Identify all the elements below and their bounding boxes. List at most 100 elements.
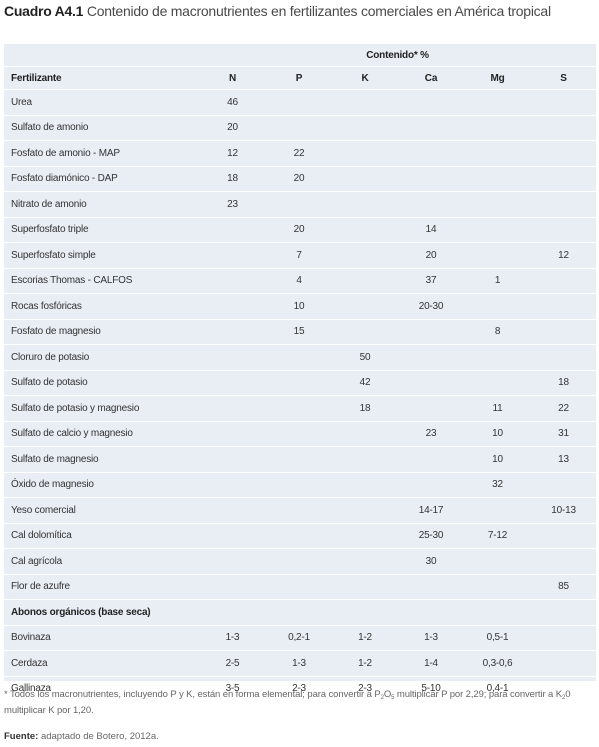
value-cell-p: 4 <box>266 268 332 294</box>
nutrient-table: Contenido* % Fertilizante N P K Ca Mg S … <box>4 44 597 702</box>
value-cell-s <box>531 115 597 141</box>
fertilizer-name-cell: Rocas fosfóricas <box>4 293 199 320</box>
value-cell-mg <box>464 166 531 192</box>
table-row: Cal dolomítica 25-30 7-12 <box>4 523 597 549</box>
value-cell-k: 1-2 <box>332 650 398 677</box>
value-cell-n: 12 <box>199 140 266 167</box>
value-cell-s <box>531 217 597 243</box>
footnote-text: multiplicar P por 2,29; para convertir a… <box>394 689 563 700</box>
value-cell-mg: 11 <box>464 395 531 422</box>
value-cell-p <box>266 446 332 473</box>
table-row: Bovinaza 1-3 0,2-1 1-2 1-3 0,5-1 <box>4 625 597 651</box>
value-cell-k <box>332 293 398 320</box>
table-row: Sulfato de potasio y magnesio 18 11 22 <box>4 395 597 422</box>
value-cell-ca <box>398 140 464 167</box>
footnote-text: O <box>383 689 392 700</box>
value-cell-k <box>332 140 398 167</box>
value-cell-n <box>199 472 266 498</box>
value-cell-p: 20 <box>266 166 332 192</box>
fertilizer-name-cell: Escorias Thomas - CALFOS <box>4 268 199 294</box>
value-cell-s: 10-13 <box>531 497 597 524</box>
value-cell-k: 1-2 <box>332 625 398 651</box>
value-cell-p: 20 <box>266 217 332 243</box>
table-row: Fosfato de magnesio 15 8 <box>4 319 597 345</box>
value-cell-mg: 0,4-1 <box>464 676 531 702</box>
value-cell-p <box>266 395 332 422</box>
source-label: Fuente: <box>4 731 39 742</box>
value-cell-k <box>332 421 398 447</box>
source-text: adaptado de Botero, 2012a. <box>38 731 159 742</box>
value-cell-n <box>199 370 266 396</box>
footnote: * Todos los macronutrientes, incluyendo … <box>4 687 596 719</box>
fertilizer-name-cell: Sulfato de calcio y magnesio <box>4 421 199 447</box>
value-cell-p: 2-3 <box>266 676 332 702</box>
value-cell-n <box>199 548 266 575</box>
value-cell-s: 31 <box>531 421 597 447</box>
value-cell-s <box>531 166 597 192</box>
value-cell-k <box>332 89 398 116</box>
value-cell-n: 3-5 <box>199 676 266 702</box>
content-percent-header: Contenido* % <box>366 49 429 61</box>
value-cell-k <box>332 242 398 269</box>
value-cell-n <box>199 242 266 269</box>
value-cell-ca <box>398 89 464 116</box>
super-header-spacer <box>4 44 199 67</box>
value-cell-mg: 1 <box>464 268 531 294</box>
value-cell-p <box>266 344 332 371</box>
fertilizer-name-cell: Nitrato de amonio <box>4 191 199 218</box>
value-cell-p: 10 <box>266 293 332 320</box>
fertilizer-name-cell: Óxido de magnesio <box>4 472 199 498</box>
fertilizer-name-cell: Fosfato de amonio - MAP <box>4 140 199 167</box>
value-cell-n: 18 <box>199 166 266 192</box>
value-cell-mg: 0,3-0,6 <box>464 650 531 677</box>
value-cell-n: 23 <box>199 191 266 218</box>
table-row: Sulfato de magnesio 10 13 <box>4 446 597 473</box>
footnote-text: * Todos los macronutrientes, incluyendo … <box>4 689 381 700</box>
value-cell-p: 15 <box>266 319 332 345</box>
value-cell-ca: 5-10 <box>398 676 464 702</box>
table-row: Nitrato de amonio 23 <box>4 191 597 218</box>
table-row: Sulfato de amonio 20 <box>4 115 597 141</box>
fertilizer-name-cell: Superfosfato simple <box>4 242 199 269</box>
value-cell-ca: 25-30 <box>398 523 464 549</box>
value-cell-k <box>332 115 398 141</box>
value-cell-n <box>199 523 266 549</box>
value-cell-ca: 20-30 <box>398 293 464 320</box>
value-cell-s: 13 <box>531 446 597 473</box>
value-cell-k <box>332 574 398 600</box>
table-row: Sulfato de potasio 42 18 <box>4 370 597 396</box>
value-cell-k <box>332 523 398 549</box>
value-cell-ca <box>398 166 464 192</box>
value-cell-mg <box>464 242 531 269</box>
value-cell-ca: 1-4 <box>398 650 464 677</box>
value-cell-p <box>266 370 332 396</box>
value-cell-n: 20 <box>199 115 266 141</box>
value-cell-mg <box>464 115 531 141</box>
value-cell-s: 22 <box>531 395 597 422</box>
value-cell-s: 85 <box>531 574 597 600</box>
section-row: Abonos orgánicos (base seca) <box>4 599 597 626</box>
value-cell-p <box>266 523 332 549</box>
fertilizer-name-cell: Fosfato de magnesio <box>4 319 199 345</box>
value-cell-mg <box>464 293 531 320</box>
value-cell-k: 42 <box>332 370 398 396</box>
value-cell-k <box>332 319 398 345</box>
value-cell-mg: 8 <box>464 319 531 345</box>
column-header-ca: Ca <box>398 66 464 90</box>
value-cell-k <box>332 446 398 473</box>
column-header-s: S <box>531 66 597 90</box>
value-cell-k: 18 <box>332 395 398 422</box>
value-cell-p <box>266 421 332 447</box>
value-cell-k <box>332 191 398 218</box>
value-cell-k <box>332 217 398 243</box>
value-cell-n <box>199 497 266 524</box>
table-row: Cerdaza 2-5 1-3 1-2 1-4 0,3-0,6 <box>4 650 597 677</box>
fertilizer-name-cell: Gallinaza <box>4 676 199 702</box>
value-cell-ca <box>398 344 464 371</box>
super-header-row: Contenido* % <box>4 44 596 67</box>
value-cell-s: 18 <box>531 370 597 396</box>
value-cell-s <box>531 625 597 651</box>
value-cell-p: 1-3 <box>266 650 332 677</box>
value-cell-k <box>332 497 398 524</box>
footnote-subscript: 5 <box>391 695 395 701</box>
